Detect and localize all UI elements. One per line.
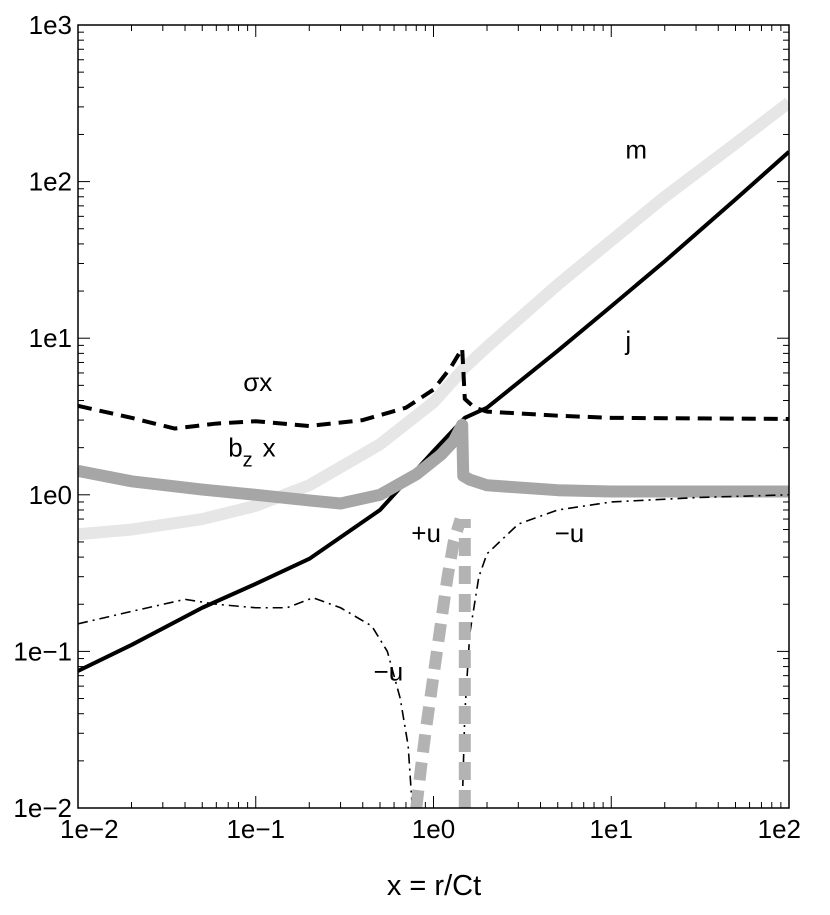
curve-label: j (624, 325, 631, 355)
bz-subscript: z (243, 450, 253, 472)
y-tick-label: 1e3 (29, 10, 72, 40)
y-tick-label: 1e1 (29, 323, 72, 353)
plot-background (78, 25, 789, 808)
series-group (78, 97, 789, 808)
series-line-sigma-x (78, 346, 789, 431)
x-tick-label: 1e−1 (226, 814, 285, 844)
curve-label: +u (411, 518, 441, 548)
series-line-bz-x (78, 418, 789, 510)
bz-rest: x (263, 433, 276, 463)
curve-label: −u (555, 518, 585, 548)
curve-label-bz-x: bz x (228, 433, 275, 472)
y-tick-label: 1e−1 (13, 636, 72, 666)
y-tick-label: 1e0 (29, 480, 72, 510)
plot-frame (77, 24, 790, 809)
x-axis-label: x = r/Ct (387, 870, 481, 902)
curve-label: m (625, 135, 647, 165)
x-tick-label: 1e1 (590, 814, 633, 844)
x-tick-label: 1e−2 (60, 814, 119, 844)
x-tick-label: 1e2 (758, 814, 801, 844)
x-tick-label: 1e0 (412, 814, 455, 844)
series-line-neg-u-right (461, 494, 789, 808)
series-line-m (78, 97, 789, 541)
curve-label: σx (243, 367, 272, 397)
curve-labels: m j σx +u −u −u bz x (228, 135, 647, 687)
ticks: 1e−2 1e−1 1e0 1e1 1e2 1e−2 1e−1 1e0 1e1 1e2 1e3 (13, 10, 801, 844)
y-tick-label: 1e−2 (13, 793, 72, 823)
bz-base: b (228, 433, 242, 463)
y-tick-label: 1e2 (29, 167, 72, 197)
curve-label: −u (374, 657, 404, 687)
series-line-plus-u (410, 517, 467, 808)
